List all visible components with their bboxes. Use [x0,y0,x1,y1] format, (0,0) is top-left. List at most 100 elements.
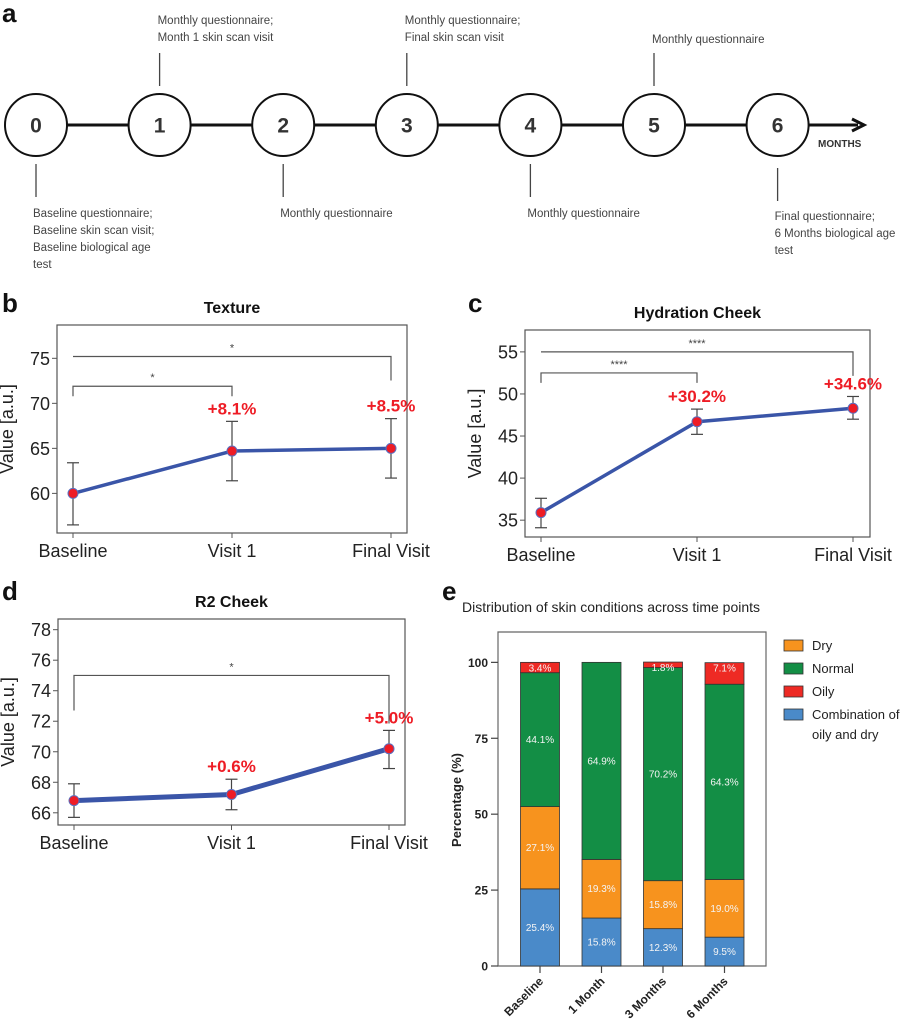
significance-label: * [230,343,235,355]
significance-bracket [73,674,390,724]
y-tick-label: 68 [31,773,51,793]
timeline-circle-month-0 [4,93,68,157]
bar-segment-label: 64.3% [710,777,738,788]
timeline-note-line: Monthly questionnaire [652,34,765,46]
bar-segment-label: 19.0% [710,904,738,915]
y-tick-label: 65 [30,439,50,459]
data-point [383,743,395,755]
timeline-month-label: 4 [525,115,537,138]
y-tick-label: 60 [30,484,50,504]
significance-label: **** [610,359,628,371]
chart-hydration-cheek: Hydration Cheek 35 40 45 50 55 Value [a.u.] Bas… [465,305,892,565]
y-tick-label: 35 [498,511,518,531]
panel-letter-c: c [468,288,482,318]
timeline-month-label: 5 [648,115,660,138]
x-tick-label: 1 Month [565,974,607,1016]
timeline-circle-month-1 [127,93,192,157]
x-tick-label: Visit 1 [207,833,256,853]
y-tick-label: 50 [498,384,518,404]
y-axis-label: Value [a.u.] [0,384,17,474]
bar-segment-label: 9.5% [713,947,736,958]
bar-segment-normal [520,672,560,807]
change-label: +5.0% [365,708,414,727]
data-point [68,795,80,807]
y-tick-label: 50 [475,808,489,822]
legend-label: Dry [812,638,833,653]
change-label: +8.5% [367,397,416,416]
bar-segment-label: 15.8% [587,938,615,949]
chart-title: Texture [204,300,261,317]
timeline-note-line: Baseline biological age [33,242,151,254]
significance-label: * [150,372,155,384]
data-point [847,402,859,414]
timeline-note-line: Monthly questionnaire; [405,15,521,27]
significance-bracket [73,355,392,381]
change-label: +0.6% [207,757,256,776]
significance-bracket [72,385,233,397]
y-tick-label: 76 [31,651,51,671]
timeline-month-label: 2 [277,115,289,138]
bar-segment-oily [643,661,683,668]
y-tick-label: 0 [481,960,488,974]
panel-letter-d: d [2,576,18,606]
bar-segment-combination [643,928,683,967]
chart-title: R2 Cheek [195,594,268,611]
legend-label: Oily [812,684,835,699]
change-label: +8.1% [208,399,257,418]
data-point [226,788,237,800]
timeline-circle-month-6 [745,93,810,157]
bar-segment-label: 70.2% [649,770,677,781]
bar-segment-oily [520,661,560,674]
significance-label: * [229,661,234,673]
bar-segment-label: 44.1% [526,735,554,746]
significance-bracket [540,372,698,383]
legend-swatch-dry [783,639,804,652]
y-tick-label: 75 [475,732,489,746]
panel-letter-e: e [442,576,456,606]
timeline-note-line: test [775,245,794,257]
x-tick-label: Baseline [38,541,107,561]
y-tick-label: 70 [30,394,50,414]
x-tick-label: 6 Months [683,974,730,1021]
y-tick-label: 72 [31,712,51,732]
timeline-circle-month-3 [374,93,439,157]
timeline-month-label: 0 [30,115,42,138]
y-tick-label: 100 [468,656,488,670]
x-tick-label: 3 Months [622,974,669,1021]
bar-segment-label: 19.3% [587,884,615,895]
bar-segment-dry [643,880,683,930]
change-label: +34.6% [824,374,882,393]
bar-segment-label: 7.1% [713,664,736,675]
bar-segment-normal [581,661,622,860]
y-tick-label: 55 [498,342,518,362]
timeline-month-label: 3 [401,115,413,138]
y-tick-label: 45 [498,427,518,447]
significance-bracket [541,351,854,376]
bar-segment-dry [581,859,622,919]
timeline-note-line: Monthly questionnaire [527,208,640,220]
timeline-note-line: Monthly questionnaire; [158,15,274,27]
y-tick-label: 75 [30,349,50,369]
legend-swatch-oily [783,685,804,698]
timeline-circle-month-4 [498,93,563,157]
bar-segment-oily [704,662,745,685]
timeline-note-line: Monthly questionnaire [280,208,393,220]
panel-letter-b: b [2,288,18,318]
timeline-note-line: Final skin scan visit [405,32,505,44]
x-tick-label: Baseline [506,545,575,565]
bar-segment-label: 3.4% [529,663,552,674]
x-tick-label: Visit 1 [673,545,722,565]
timeline-month-label: 1 [154,115,166,138]
timeline-note-line: 6 Months biological age [775,228,896,240]
timeline: MONTHS 0 1 2 3 4 5 6 Baseline questionnaire; Bas… [4,15,896,271]
y-tick-label: 78 [31,620,51,640]
bar-segment-label: 64.9% [587,756,615,767]
timeline-circle-month-2 [251,93,316,157]
legend-swatch-normal [783,662,804,675]
timeline-note-line: Final questionnaire; [775,211,875,223]
y-axis-label: Value [a.u.] [0,677,18,767]
bar-segment-normal [704,683,745,880]
data-point [535,507,547,519]
chart-texture: Texture 60 65 70 75 Value [a.u.] Baseline Visit… [0,300,430,561]
